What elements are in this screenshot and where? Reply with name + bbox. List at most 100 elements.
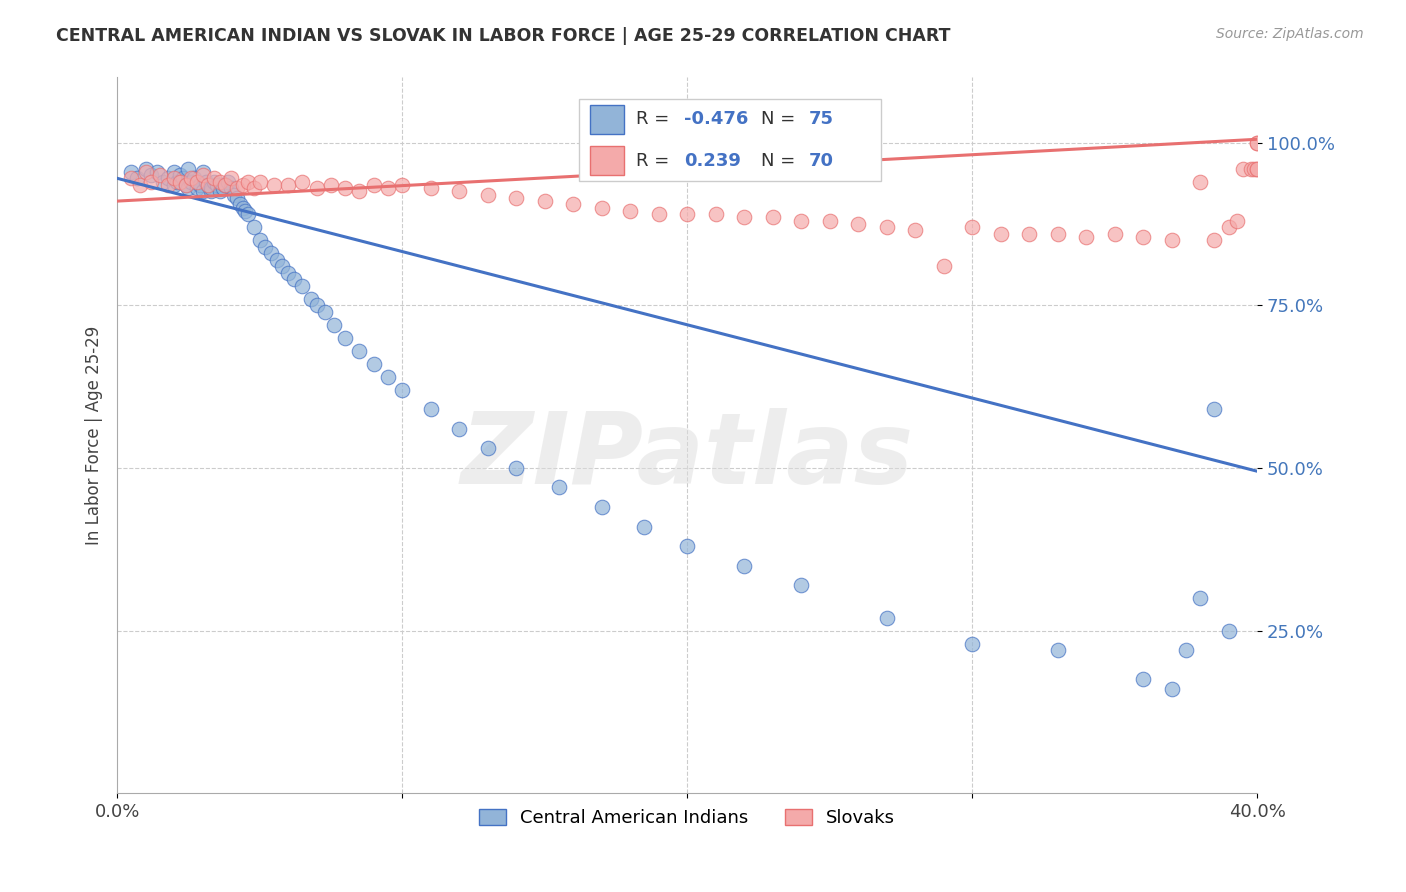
Point	[191, 165, 214, 179]
Point	[152, 175, 174, 189]
Point	[1189, 591, 1212, 606]
Point	[200, 181, 222, 195]
Point	[647, 207, 669, 221]
Point	[299, 292, 322, 306]
Point	[1246, 136, 1268, 150]
Point	[235, 203, 257, 218]
Point	[790, 213, 813, 227]
Point	[177, 161, 200, 176]
Point	[219, 181, 242, 195]
Point	[149, 168, 172, 182]
FancyBboxPatch shape	[591, 146, 624, 175]
Point	[177, 181, 200, 195]
Point	[180, 171, 202, 186]
Point	[1240, 161, 1263, 176]
Point	[1218, 220, 1240, 235]
Point	[127, 171, 149, 186]
Point	[349, 343, 371, 358]
Point	[120, 165, 142, 179]
Point	[238, 207, 260, 221]
Point	[225, 191, 247, 205]
Point	[314, 304, 336, 318]
Point	[202, 171, 225, 186]
Point	[676, 207, 699, 221]
Text: 70: 70	[808, 152, 834, 169]
Point	[591, 500, 613, 514]
Point	[449, 422, 471, 436]
Point	[186, 175, 208, 189]
Point	[291, 278, 314, 293]
Point	[591, 201, 613, 215]
Point	[194, 175, 217, 189]
Point	[141, 175, 163, 189]
Point	[1074, 230, 1097, 244]
Point	[305, 181, 328, 195]
Point	[676, 539, 699, 553]
Point	[477, 442, 499, 456]
Point	[477, 187, 499, 202]
Text: 0.239: 0.239	[683, 152, 741, 169]
Point	[419, 181, 441, 195]
Text: Source: ZipAtlas.com: Source: ZipAtlas.com	[1216, 27, 1364, 41]
Text: R =: R =	[636, 152, 681, 169]
Point	[214, 178, 236, 192]
Point	[704, 207, 727, 221]
Point	[449, 185, 471, 199]
Text: N =: N =	[761, 111, 801, 128]
Point	[232, 178, 254, 192]
Point	[135, 161, 157, 176]
Point	[214, 178, 236, 192]
Point	[205, 178, 228, 192]
Text: ZIPatlas: ZIPatlas	[461, 409, 914, 506]
Point	[1132, 673, 1154, 687]
Point	[1046, 643, 1069, 657]
Point	[283, 272, 305, 286]
Point	[562, 197, 585, 211]
Point	[876, 610, 898, 624]
Point	[211, 181, 233, 195]
Point	[180, 175, 202, 189]
Point	[1232, 161, 1254, 176]
Text: R =: R =	[636, 111, 675, 128]
Point	[169, 168, 191, 182]
Point	[533, 194, 555, 208]
Legend: Central American Indians, Slovaks: Central American Indians, Slovaks	[471, 802, 903, 834]
Point	[1132, 230, 1154, 244]
Point	[208, 185, 231, 199]
Point	[120, 171, 142, 186]
Point	[1174, 643, 1197, 657]
Point	[1204, 233, 1226, 247]
Point	[932, 259, 955, 273]
Text: -0.476: -0.476	[683, 111, 748, 128]
Point	[305, 298, 328, 312]
Point	[762, 211, 785, 225]
Point	[1246, 161, 1268, 176]
Point	[191, 168, 214, 182]
Point	[1226, 213, 1249, 227]
Point	[1046, 227, 1069, 241]
Text: N =: N =	[761, 152, 801, 169]
FancyBboxPatch shape	[579, 99, 882, 181]
Point	[960, 637, 983, 651]
Text: CENTRAL AMERICAN INDIAN VS SLOVAK IN LABOR FORCE | AGE 25-29 CORRELATION CHART: CENTRAL AMERICAN INDIAN VS SLOVAK IN LAB…	[56, 27, 950, 45]
Point	[222, 187, 245, 202]
Point	[1246, 161, 1268, 176]
Point	[1104, 227, 1126, 241]
Point	[377, 369, 399, 384]
Point	[363, 357, 385, 371]
Point	[266, 252, 288, 267]
Point	[228, 197, 250, 211]
Point	[174, 178, 197, 192]
Point	[277, 178, 299, 192]
Text: 75: 75	[808, 111, 834, 128]
Point	[217, 175, 239, 189]
FancyBboxPatch shape	[591, 105, 624, 134]
Point	[232, 201, 254, 215]
Point	[208, 175, 231, 189]
Point	[333, 331, 356, 345]
Point	[157, 178, 180, 192]
Point	[363, 178, 385, 192]
Point	[271, 259, 294, 273]
Point	[505, 191, 527, 205]
Point	[172, 171, 194, 186]
